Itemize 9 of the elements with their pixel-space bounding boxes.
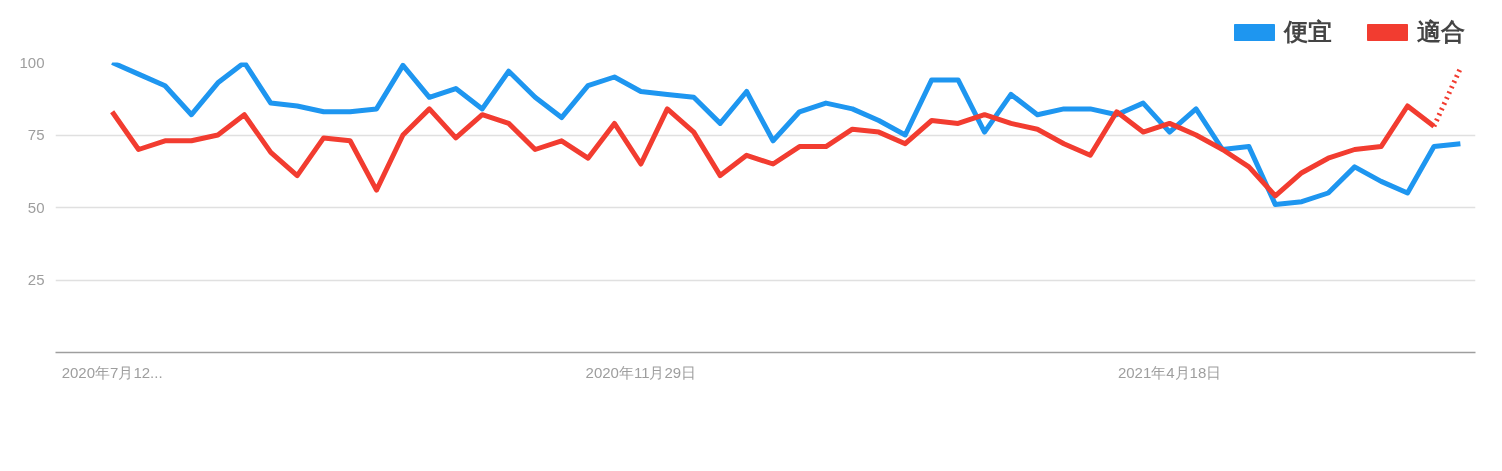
y-tick-label: 75 (27, 126, 45, 143)
x-tick-label: 2020年11月29日 (585, 363, 697, 381)
legend-label: 適合 (1417, 17, 1465, 48)
x-tick-label: 2021年4月18日 (1117, 363, 1222, 381)
y-tick-label: 25 (27, 271, 45, 288)
y-tick-label: 50 (27, 198, 45, 216)
legend-label: 便宜 (1284, 17, 1332, 48)
y-tick-label: 100 (19, 53, 45, 71)
x-tick-label: 2020年7月12... (61, 363, 163, 381)
